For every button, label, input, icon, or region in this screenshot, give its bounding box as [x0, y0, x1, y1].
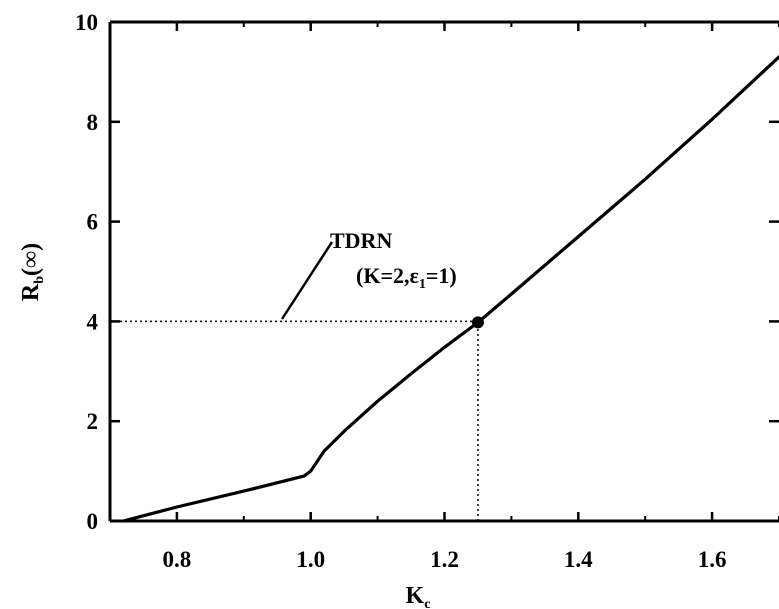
y-ticks: 0 2 4 6 8 10	[75, 10, 779, 534]
series-line	[121, 55, 779, 523]
x-tick-label: 0.8	[163, 547, 192, 572]
annotation-line1: TDRN	[330, 228, 392, 253]
y-tick-label: 2	[87, 409, 99, 434]
y-tick-label: 6	[87, 210, 99, 235]
series	[121, 55, 779, 523]
x-axis-title: Kc	[406, 583, 431, 609]
annotation: TDRN (K=2,ε1=1)	[280, 228, 457, 320]
x-tick-label: 1.0	[296, 547, 325, 572]
x-ticks: 0.8 1.0 1.2 1.4 1.6	[109, 22, 779, 572]
x-tick-label: 1.6	[698, 547, 727, 572]
x-tick-label: 1.2	[430, 547, 459, 572]
y-axis-title: Rb(∞)	[18, 243, 47, 301]
y-tick-label: 0	[87, 509, 99, 534]
y-tick-label: 4	[87, 309, 99, 334]
y-tick-label: 10	[75, 10, 98, 35]
x-tick-label: 1.4	[564, 547, 593, 572]
reference-lines	[110, 320, 479, 521]
annotation-leader	[280, 241, 334, 320]
y-tick-label: 8	[87, 110, 99, 135]
marker-point	[471, 316, 484, 329]
annotation-line2: (K=2,ε1=1)	[356, 263, 457, 292]
